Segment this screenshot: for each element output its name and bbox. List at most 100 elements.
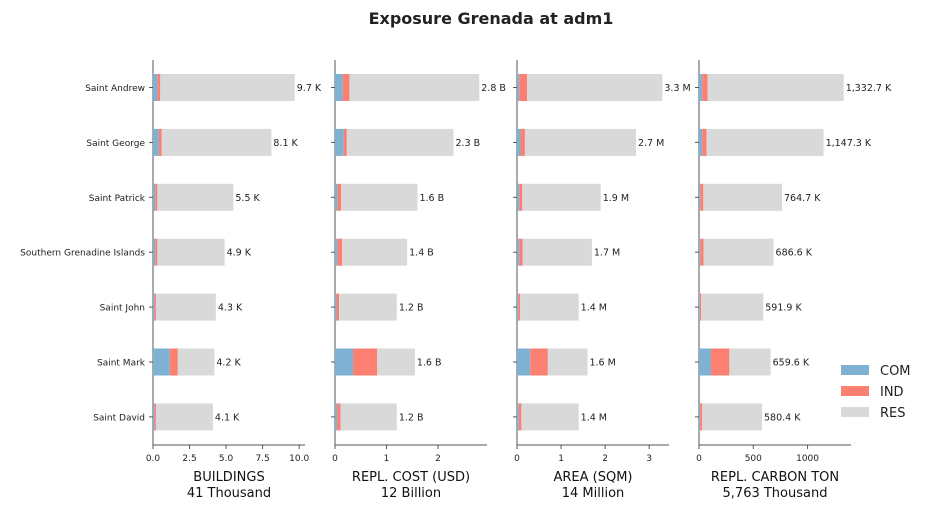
panel-total-label: 14 Million [562, 486, 625, 501]
x-tick-label: 1 [384, 454, 390, 464]
bar-res [522, 183, 601, 211]
bar-ind [343, 128, 347, 156]
category-label: Saint Mark [97, 359, 146, 369]
bar-ind [710, 348, 730, 376]
bar-com [335, 238, 338, 266]
x-tick-label: 5.0 [219, 454, 234, 464]
data-label: 2.7 M [638, 138, 664, 149]
data-label: 4.1 K [215, 412, 240, 423]
bar-ind [155, 183, 158, 211]
bar-ind [353, 348, 378, 376]
bar-ind [702, 74, 708, 101]
bar-com [699, 128, 703, 156]
bar-ind [337, 238, 343, 266]
bar-res [703, 183, 783, 211]
x-tick-label: 0 [332, 454, 338, 464]
data-label: 2.8 B [481, 83, 506, 94]
x-tick-label: 1 [558, 454, 564, 464]
bar-res [729, 348, 771, 376]
data-label: 2.3 B [456, 138, 481, 149]
bar-ind [154, 293, 156, 321]
bar-com [699, 293, 700, 321]
bar-res [520, 293, 579, 321]
bar-res [177, 348, 215, 376]
bar-com [699, 403, 701, 431]
data-label: 1,332.7 K [846, 83, 892, 94]
bar-com [699, 238, 701, 266]
bar-com [153, 403, 155, 431]
x-tick-label: 3 [646, 454, 652, 464]
bar-ind [337, 403, 341, 431]
bar-com [153, 348, 170, 376]
legend-swatch-com [841, 365, 869, 375]
bar-ind [519, 183, 523, 211]
data-label: 591.9 K [765, 303, 802, 314]
bar-com [517, 183, 520, 211]
data-label: 4.3 K [218, 303, 243, 314]
panel: 0.0 2.5 5.0 7.5 10.0 9.7 K 8.1 K 5.5 K 4.9 K 4.3 … [146, 60, 322, 501]
bar-com [517, 293, 519, 321]
chart-title: Exposure Grenada at adm1 [369, 9, 614, 28]
bar-com [335, 348, 354, 376]
bar-res [706, 128, 824, 156]
legend-swatch-ind [841, 386, 869, 396]
data-label: 764.7 K [784, 193, 821, 204]
bar-ind [530, 348, 548, 376]
x-axis-label: BUILDINGS [193, 470, 264, 485]
x-tick-label: 7.5 [255, 454, 269, 464]
data-label: 5.5 K [235, 193, 260, 204]
legend-label: COM [880, 364, 911, 379]
data-label: 4.9 K [227, 248, 252, 259]
data-label: 3.3 M [664, 83, 690, 94]
data-label: 1.4 M [581, 303, 607, 314]
bar-ind [699, 293, 702, 321]
bar-res [701, 293, 764, 321]
x-tick-label: 10.0 [289, 454, 309, 464]
bar-ind [519, 74, 528, 101]
x-tick-label: 2.5 [182, 454, 196, 464]
bar-res [341, 183, 418, 211]
category-label: Saint Andrew [85, 84, 145, 94]
bar-com [153, 183, 156, 211]
chart-panels: Saint Andrew Saint George Saint Patrick Sou… [20, 60, 892, 501]
bar-res [527, 74, 663, 101]
bar-ind [154, 403, 156, 431]
bar-com [335, 183, 338, 211]
bar-res [377, 348, 415, 376]
bar-res [524, 128, 636, 156]
data-label: 9.7 K [297, 83, 322, 94]
bar-res [707, 74, 844, 101]
category-label: Saint John [100, 304, 145, 314]
bar-ind [342, 74, 350, 101]
bar-com [517, 74, 520, 101]
data-label: 1.7 M [594, 248, 620, 259]
data-label: 580.4 K [764, 412, 801, 423]
bar-ind [520, 128, 525, 156]
bar-com [335, 128, 344, 156]
bar-ind [700, 238, 704, 266]
data-label: 1.6 B [417, 358, 442, 369]
data-label: 1.6 B [419, 193, 444, 204]
panel: 0 1 2 2.8 B 2.3 B 1.6 B 1.4 B 1.2 B 1.6 B 1.2 B RE… [331, 60, 506, 501]
bar-res [155, 293, 216, 321]
bar-ind [157, 74, 161, 101]
bar-com [153, 74, 158, 101]
data-label: 1.4 B [409, 248, 434, 259]
bar-ind [518, 403, 522, 431]
bar-ind [700, 403, 703, 431]
bar-res [521, 403, 579, 431]
bar-res [342, 238, 408, 266]
legend-label: RES [880, 406, 906, 421]
bar-com [153, 128, 159, 156]
bar-com [699, 183, 701, 211]
x-tick-label: 2 [602, 454, 608, 464]
data-label: 1.4 M [581, 412, 607, 423]
data-label: 4.2 K [216, 358, 241, 369]
bar-ind [155, 238, 158, 266]
bar-res [547, 348, 588, 376]
bar-res [702, 403, 763, 431]
bar-ind [158, 128, 162, 156]
bar-res [339, 293, 397, 321]
x-tick-label: 1000 [796, 454, 819, 464]
bar-com [517, 128, 521, 156]
